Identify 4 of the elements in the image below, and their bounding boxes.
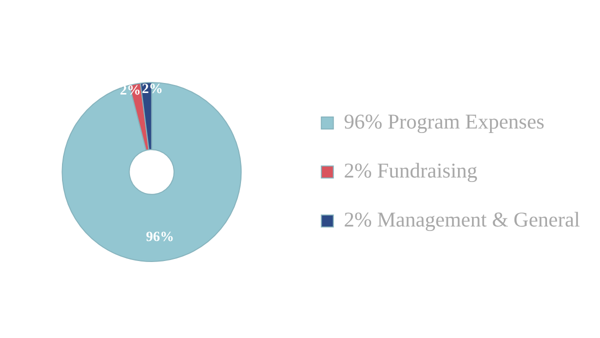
legend-label: 2% Fundraising — [344, 158, 478, 183]
legend-label: 2% Management & General — [344, 208, 580, 232]
legend-label: 96% Program Expenses — [344, 110, 544, 134]
data-label: 96% — [146, 230, 174, 246]
